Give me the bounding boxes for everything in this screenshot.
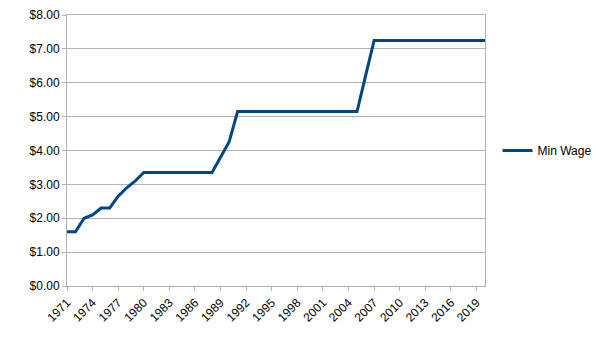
svg-text:2001: 2001 — [301, 296, 330, 325]
svg-text:$1.00: $1.00 — [30, 245, 60, 259]
svg-text:$6.00: $6.00 — [30, 76, 60, 90]
svg-text:Min Wage: Min Wage — [538, 144, 592, 158]
svg-text:1995: 1995 — [249, 296, 278, 325]
svg-text:$7.00: $7.00 — [30, 42, 60, 56]
svg-text:1992: 1992 — [224, 296, 253, 325]
svg-text:1971: 1971 — [45, 296, 74, 325]
svg-text:$3.00: $3.00 — [30, 178, 60, 192]
svg-text:1998: 1998 — [275, 296, 304, 325]
svg-text:$4.00: $4.00 — [30, 144, 60, 158]
svg-text:1980: 1980 — [121, 296, 150, 325]
svg-text:2010: 2010 — [377, 296, 406, 325]
svg-text:1977: 1977 — [96, 296, 125, 325]
svg-text:2019: 2019 — [454, 296, 483, 325]
svg-text:1989: 1989 — [198, 296, 227, 325]
svg-text:1983: 1983 — [147, 296, 176, 325]
svg-text:1986: 1986 — [173, 296, 202, 325]
svg-text:$5.00: $5.00 — [30, 110, 60, 124]
svg-text:2016: 2016 — [428, 296, 457, 325]
svg-text:2013: 2013 — [403, 296, 432, 325]
svg-text:$2.00: $2.00 — [30, 211, 60, 225]
svg-text:2004: 2004 — [326, 296, 355, 325]
svg-text:1974: 1974 — [70, 296, 99, 325]
svg-text:$8.00: $8.00 — [30, 8, 60, 22]
svg-text:$0.00: $0.00 — [30, 279, 60, 293]
svg-text:2007: 2007 — [352, 296, 381, 325]
